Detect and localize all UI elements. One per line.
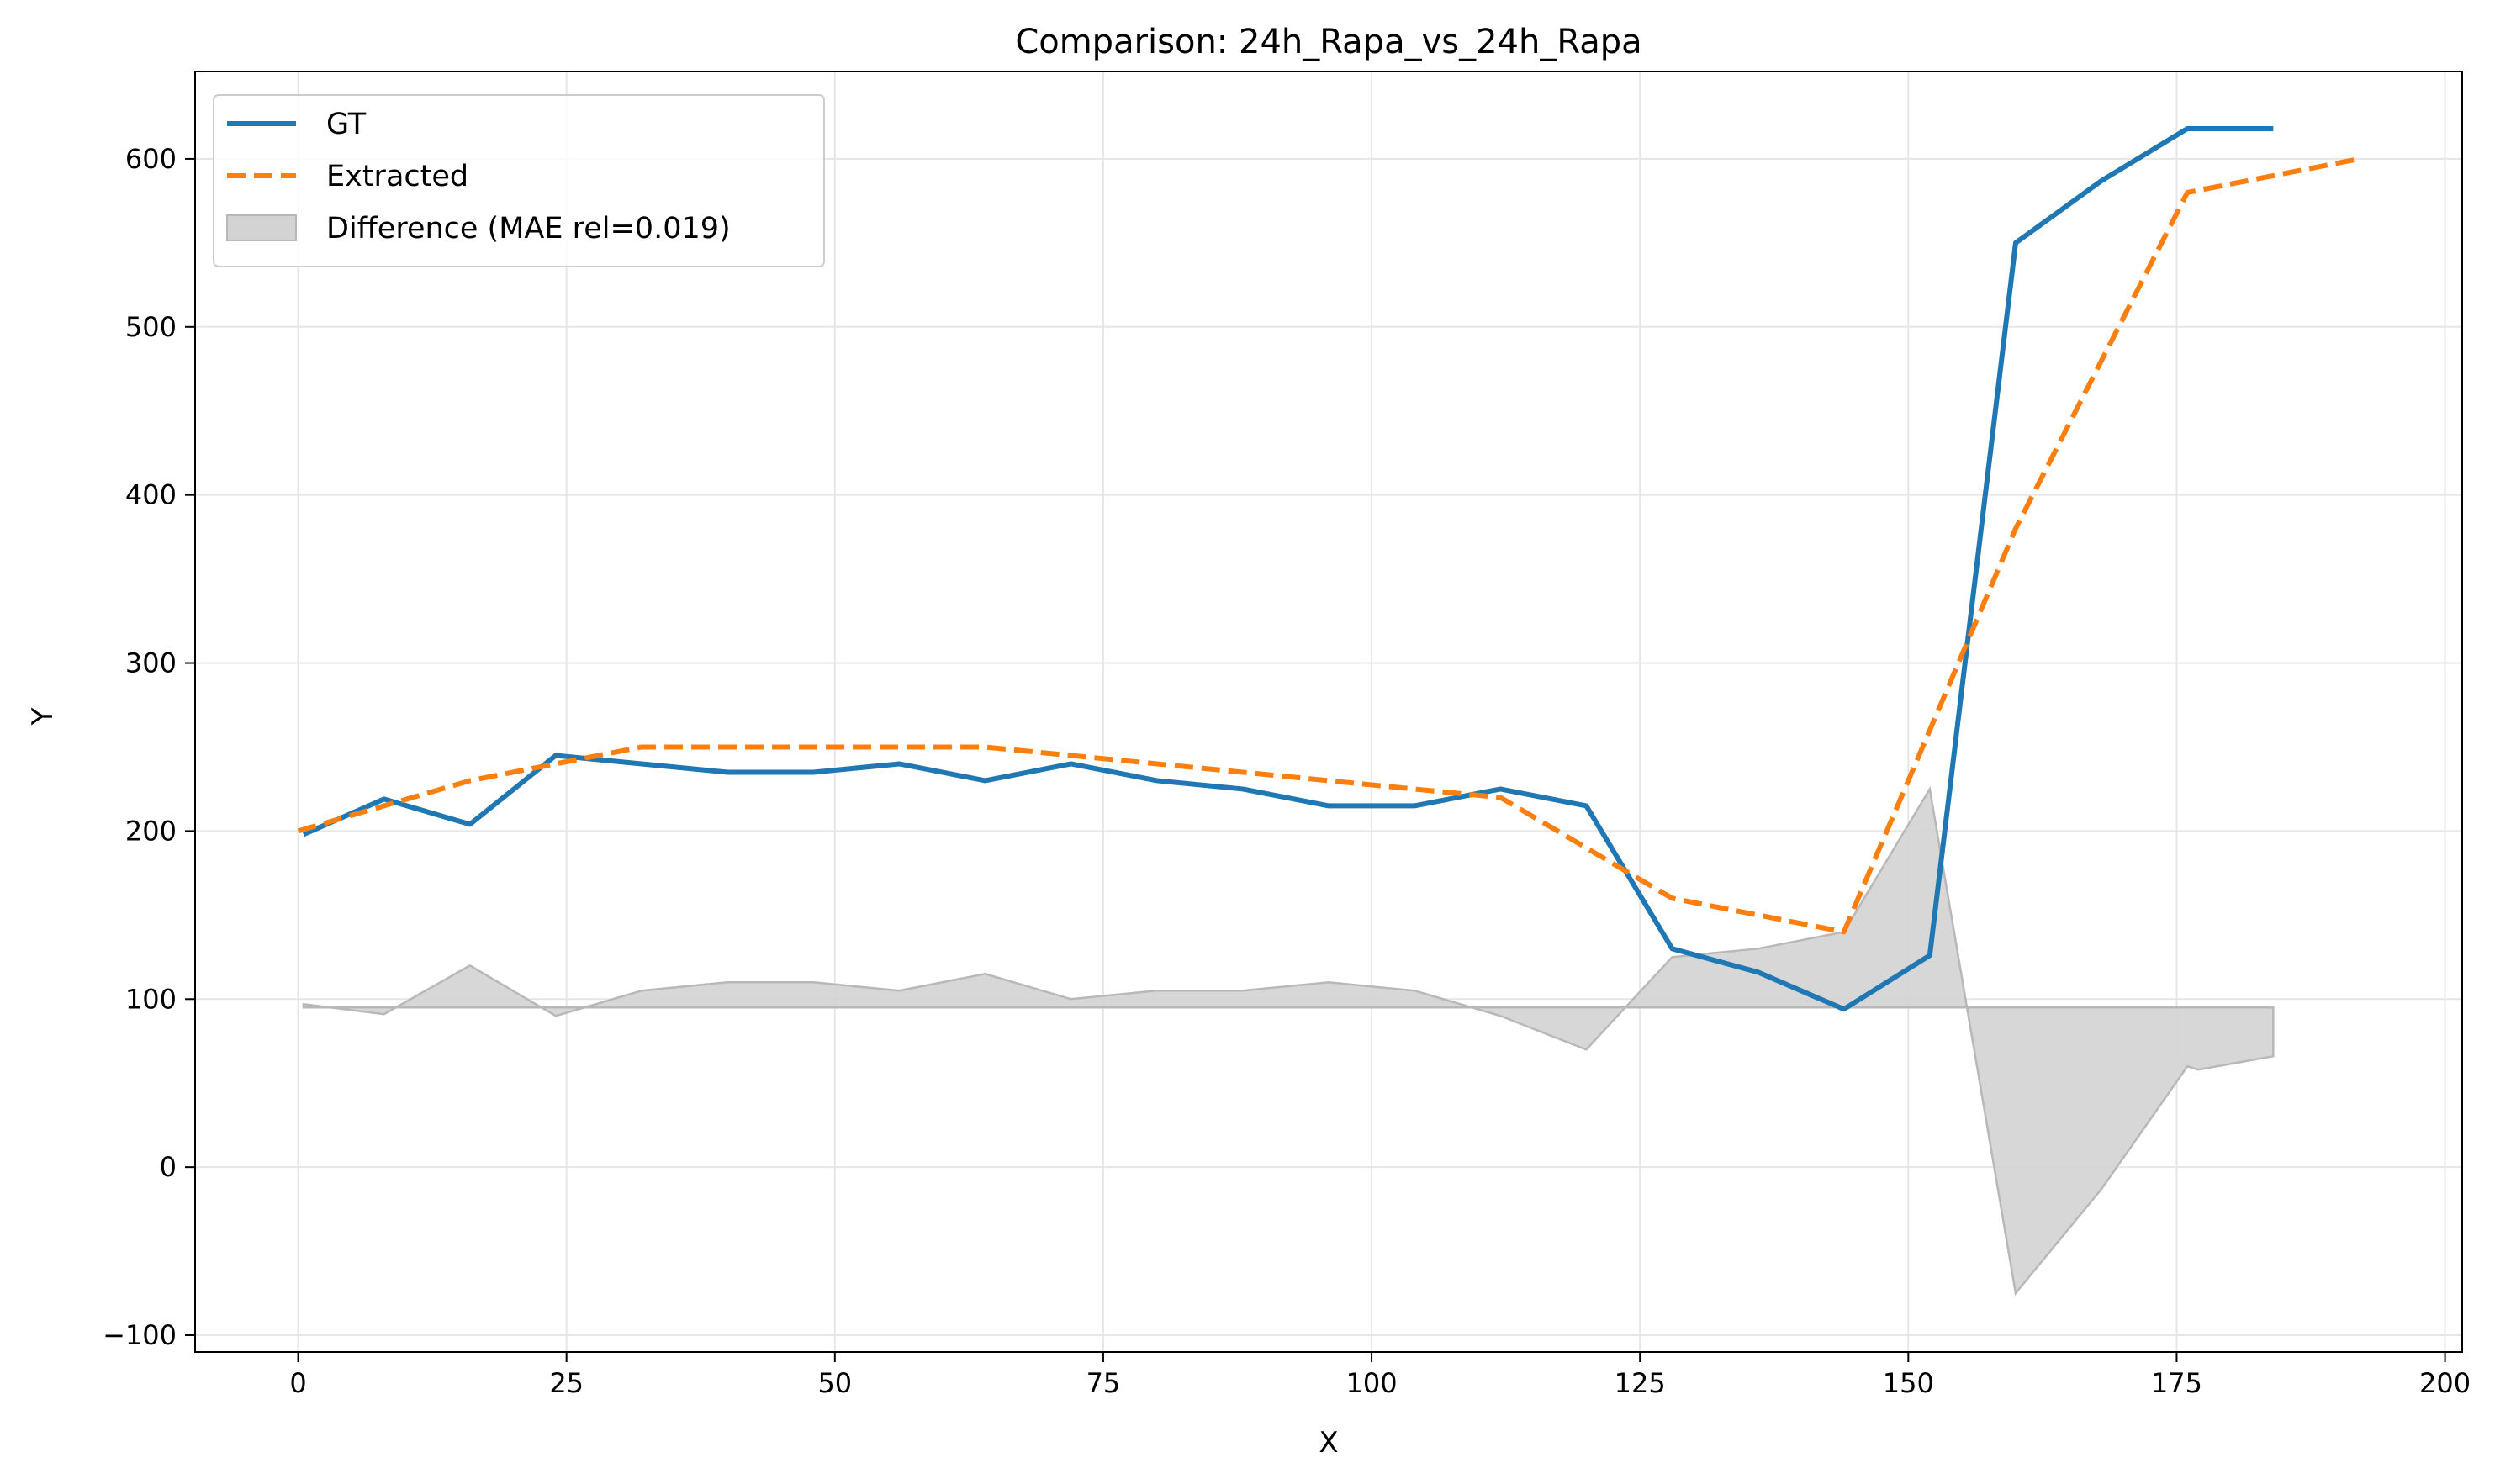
legend-label: Difference (MAE rel=0.019) — [326, 212, 731, 246]
plot-frame — [194, 71, 2463, 1353]
series-lines — [297, 125, 2360, 1012]
difference-area — [302, 785, 2275, 1296]
y-tick-label: −100 — [103, 1319, 177, 1351]
y-tick-label: 300 — [125, 647, 177, 679]
y-tick-label: 200 — [125, 815, 177, 847]
y-tick-label: 0 — [160, 1151, 177, 1183]
chart-title: Comparison: 24h_Rapa_vs_24h_Rapa — [1015, 23, 1641, 61]
series-line-1 — [297, 156, 2360, 935]
x-tick-label: 200 — [2419, 1367, 2471, 1399]
legend-label: GT — [326, 108, 367, 141]
y-tick-label: 100 — [125, 983, 177, 1015]
legend-swatch-fill — [226, 214, 297, 241]
y-tick-label: 500 — [125, 311, 177, 343]
x-tick-label: 125 — [1615, 1367, 1666, 1399]
series-line-0 — [302, 125, 2274, 1012]
difference-fill — [302, 785, 2275, 1296]
y-axis: −100 0 100 200 300 400 500 600 — [103, 143, 195, 1351]
x-tick-label: 0 — [289, 1367, 306, 1399]
x-tick-label: 150 — [1883, 1367, 1934, 1399]
y-axis-label: Y — [26, 707, 60, 726]
legend-label: Extracted — [326, 160, 468, 193]
x-tick-label: 75 — [1086, 1367, 1121, 1399]
y-tick-label: 400 — [125, 479, 177, 511]
y-tick-label: 600 — [125, 143, 177, 175]
x-axis-label: X — [1319, 1426, 1338, 1460]
legend: GT Extracted Difference (MAE rel=0.019) — [213, 94, 825, 267]
x-tick-label: 50 — [817, 1367, 852, 1399]
x-tick-label: 100 — [1346, 1367, 1398, 1399]
x-tick-label: 175 — [2151, 1367, 2202, 1399]
legend-box — [213, 94, 825, 267]
x-axis: 0 25 50 75 100 125 150 175 200 — [289, 1352, 2471, 1399]
x-tick-label: 25 — [549, 1367, 584, 1399]
